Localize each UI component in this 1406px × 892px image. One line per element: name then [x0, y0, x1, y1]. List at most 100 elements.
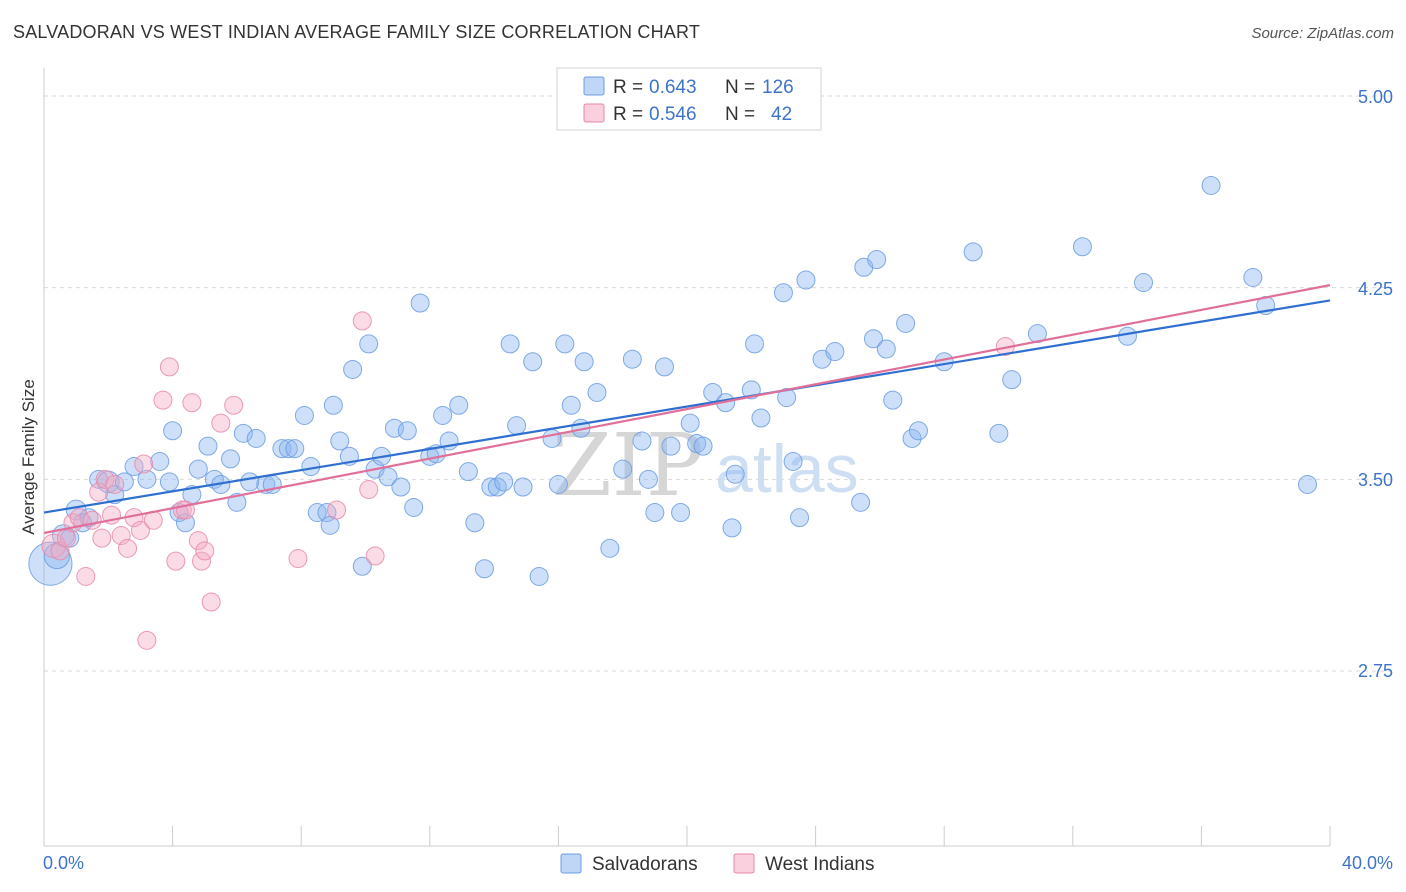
trend-line-salvadorans	[43, 299, 1331, 514]
chart-title: SALVADORAN VS WEST INDIAN AVERAGE FAMILY…	[13, 22, 700, 42]
point-salvadorans-93	[751, 408, 771, 428]
point-west-indians-19	[153, 390, 173, 410]
point-west-indians-32	[327, 500, 347, 520]
point-west-indians-25	[188, 531, 208, 551]
point-salvadorans-61	[487, 477, 507, 497]
legend-r-value-west-indians: 0.546	[649, 104, 697, 125]
point-salvadorans-20	[198, 436, 218, 456]
point-salvadorans-77	[622, 349, 642, 369]
legend-n-value-salvadorans: 126	[762, 77, 794, 98]
legend-n-label-west-indians: N =	[725, 104, 755, 125]
y-tick-label-3.50: 3.50	[1358, 470, 1393, 490]
point-west-indians-27	[195, 541, 215, 561]
point-west-indians-16	[134, 454, 154, 474]
legend-swatch-west-indians	[583, 103, 605, 123]
y-tick-labels: 5.00 4.25 3.50 2.75	[1358, 87, 1393, 681]
point-west-indians-9	[95, 469, 115, 489]
point-west-indians-31	[288, 549, 308, 569]
point-salvadorans-119	[1243, 267, 1263, 287]
point-salvadorans-105	[876, 339, 896, 359]
y-tick-label-2.75: 2.75	[1358, 661, 1393, 681]
point-west-indians-24	[182, 393, 202, 413]
point-west-indians-29	[211, 413, 231, 433]
point-salvadorans-112	[989, 423, 1009, 443]
trend-line-west-indians	[43, 284, 1331, 535]
point-salvadorans-111	[963, 242, 983, 262]
point-salvadorans-59	[474, 559, 494, 579]
point-salvadorans-58	[465, 513, 485, 533]
point-west-indians-35	[365, 546, 385, 566]
point-salvadorans-24	[227, 492, 247, 512]
point-salvadorans-67	[529, 566, 549, 586]
point-salvadorans-76	[613, 459, 633, 479]
point-salvadorans-32	[285, 439, 305, 459]
point-salvadorans-98	[796, 270, 816, 290]
point-salvadorans-84	[680, 413, 700, 433]
legend-n-value-west-indians: 42	[771, 104, 792, 125]
point-salvadorans-62	[494, 472, 514, 492]
point-salvadorans-103	[863, 329, 883, 349]
point-salvadorans-108	[902, 428, 922, 448]
point-salvadorans-73	[574, 352, 594, 372]
point-west-indians-15	[130, 520, 150, 540]
point-salvadorans-81	[654, 357, 674, 377]
point-west-indians-7	[89, 482, 109, 502]
point-west-indians-17	[137, 630, 157, 650]
x-tick-label-min: 0.0%	[43, 853, 84, 873]
point-west-indians-34	[359, 480, 379, 500]
point-west-indians-5	[76, 566, 96, 586]
point-salvadorans-42	[352, 556, 372, 576]
point-salvadorans-79	[638, 469, 658, 489]
point-salvadorans-113	[1002, 370, 1022, 390]
point-salvadorans-26	[240, 472, 260, 492]
point-salvadorans-35	[307, 503, 327, 523]
point-salvadorans-117	[1134, 273, 1154, 293]
point-salvadorans-75	[600, 538, 620, 558]
point-west-indians-28	[201, 592, 221, 612]
point-salvadorans-92	[745, 334, 765, 354]
point-salvadorans-38	[323, 395, 343, 415]
bottom-legend-label-west-indians: West Indians	[765, 854, 874, 875]
point-salvadorans-23	[220, 449, 240, 469]
bottom-legend-swatch-west-indians	[733, 853, 755, 874]
point-salvadorans-57	[458, 462, 478, 482]
point-salvadorans-71	[561, 395, 581, 415]
chart-source: Source: ZipAtlas.com	[1251, 25, 1394, 42]
point-salvadorans-115	[1072, 237, 1092, 257]
point-salvadorans-107	[896, 313, 916, 333]
series-salvadorans-points	[28, 175, 1317, 586]
point-salvadorans-41	[343, 359, 363, 379]
point-salvadorans-86	[693, 436, 713, 456]
point-west-indians-1	[50, 541, 70, 561]
point-salvadorans-116	[1117, 326, 1137, 346]
watermark-zip: ZIP	[552, 416, 704, 516]
point-west-indians-11	[105, 474, 125, 494]
point-west-indians-8	[92, 528, 112, 548]
legend-n-label-salvadorans: N =	[725, 77, 755, 98]
point-salvadorans-54	[433, 405, 453, 425]
point-salvadorans-66	[523, 352, 543, 372]
point-salvadorans-12	[137, 469, 157, 489]
point-salvadorans-96	[783, 451, 803, 471]
point-salvadorans-121	[1297, 474, 1317, 494]
point-salvadorans-56	[449, 395, 469, 415]
point-salvadorans-82	[661, 436, 681, 456]
point-salvadorans-100	[825, 342, 845, 362]
point-salvadorans-39	[330, 431, 350, 451]
point-salvadorans-33	[294, 405, 314, 425]
point-salvadorans-13	[150, 451, 170, 471]
point-salvadorans-68	[542, 428, 562, 448]
point-west-indians-20	[159, 357, 179, 377]
point-west-indians-12	[111, 526, 131, 546]
point-salvadorans-80	[645, 503, 665, 523]
point-salvadorans-60	[481, 477, 501, 497]
point-salvadorans-78	[632, 431, 652, 451]
point-salvadorans-64	[507, 416, 527, 436]
point-salvadorans-27	[246, 428, 266, 448]
point-west-indians-13	[118, 538, 138, 558]
y-tick-label-5.00: 5.00	[1358, 87, 1393, 107]
point-salvadorans-49	[397, 421, 417, 441]
point-salvadorans-101	[851, 492, 871, 512]
point-salvadorans-95	[777, 388, 797, 408]
